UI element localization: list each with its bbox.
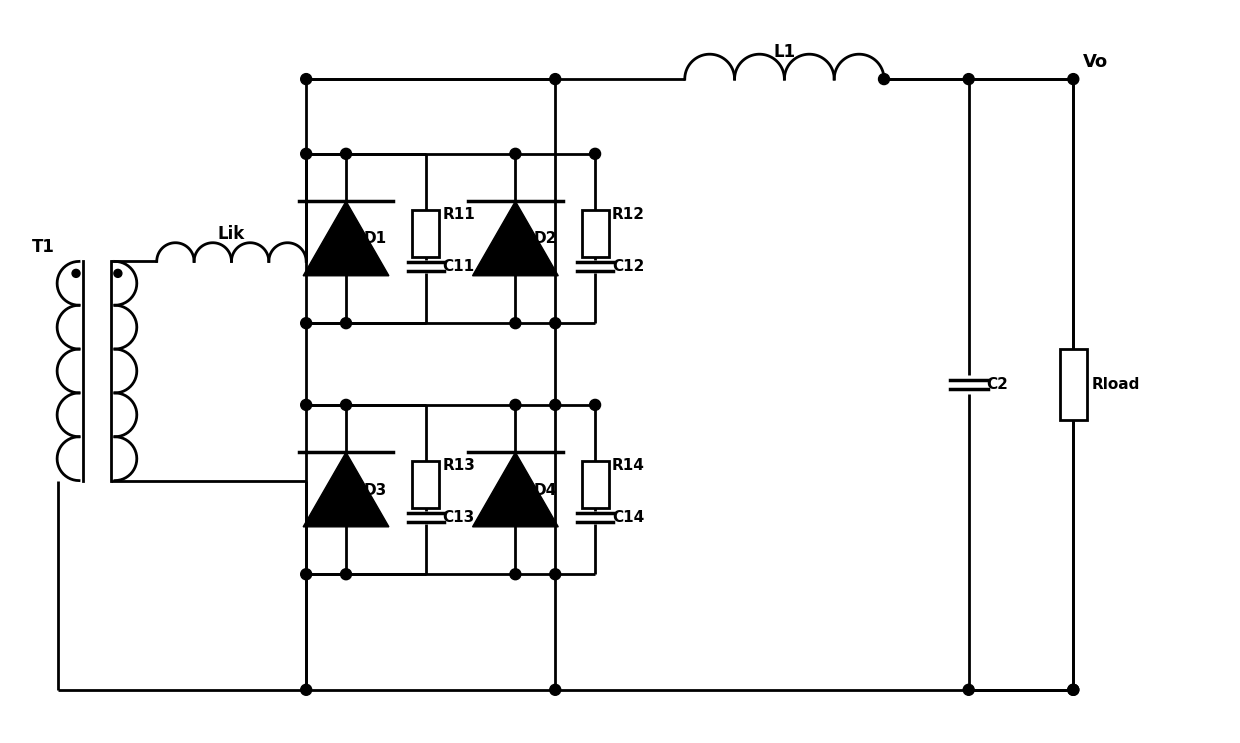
Circle shape <box>589 149 600 159</box>
Polygon shape <box>472 452 558 527</box>
Text: D1: D1 <box>365 232 387 247</box>
Text: C14: C14 <box>613 510 645 525</box>
Circle shape <box>300 400 311 410</box>
Circle shape <box>963 74 975 85</box>
Circle shape <box>300 74 311 85</box>
Text: R11: R11 <box>443 207 475 221</box>
Circle shape <box>341 149 351 159</box>
FancyBboxPatch shape <box>582 210 609 257</box>
FancyBboxPatch shape <box>1060 348 1086 421</box>
Text: D4: D4 <box>533 482 557 498</box>
Text: R13: R13 <box>443 458 476 473</box>
Circle shape <box>72 270 81 277</box>
FancyBboxPatch shape <box>412 210 439 257</box>
Circle shape <box>300 684 311 695</box>
Circle shape <box>549 568 560 580</box>
Circle shape <box>963 684 975 695</box>
Text: L1: L1 <box>774 43 795 61</box>
Circle shape <box>878 74 889 85</box>
Polygon shape <box>303 452 389 527</box>
Circle shape <box>549 400 560 410</box>
Circle shape <box>589 400 600 410</box>
Circle shape <box>549 318 560 328</box>
Text: C12: C12 <box>613 259 645 274</box>
Circle shape <box>510 400 521 410</box>
FancyBboxPatch shape <box>582 461 609 508</box>
Text: D3: D3 <box>365 482 387 498</box>
Circle shape <box>300 318 311 328</box>
Text: T1: T1 <box>32 239 55 256</box>
Text: D2: D2 <box>533 232 557 247</box>
Polygon shape <box>472 201 558 276</box>
Circle shape <box>341 318 351 328</box>
Text: R14: R14 <box>613 458 645 473</box>
Text: Lik: Lik <box>218 225 246 244</box>
Circle shape <box>510 568 521 580</box>
Text: Vo: Vo <box>1084 53 1109 71</box>
Circle shape <box>341 400 351 410</box>
Circle shape <box>510 149 521 159</box>
Text: Rload: Rload <box>1091 377 1140 392</box>
Circle shape <box>549 74 560 85</box>
Text: C2: C2 <box>987 377 1008 392</box>
Text: C13: C13 <box>443 510 475 525</box>
Text: R12: R12 <box>613 207 645 221</box>
Circle shape <box>510 318 521 328</box>
Circle shape <box>300 149 311 159</box>
Polygon shape <box>303 201 389 276</box>
Circle shape <box>300 568 311 580</box>
Circle shape <box>114 270 122 277</box>
Circle shape <box>549 684 560 695</box>
Text: C11: C11 <box>443 259 475 274</box>
Circle shape <box>1068 684 1079 695</box>
FancyBboxPatch shape <box>412 461 439 508</box>
Circle shape <box>1068 684 1079 695</box>
Circle shape <box>1068 74 1079 85</box>
Circle shape <box>341 568 351 580</box>
